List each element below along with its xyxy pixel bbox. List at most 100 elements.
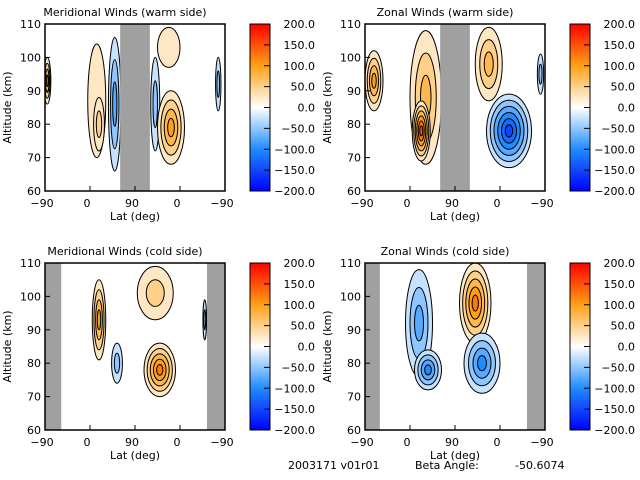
colorbar-tick-label: −50.0 (601, 122, 635, 135)
colorbar-tick-label: 200.0 (284, 257, 316, 270)
y-axis-label: Altitude (km) (321, 310, 334, 382)
chart-title: Zonal Winds (warm side) (377, 6, 514, 19)
y-tick-label: 70 (27, 152, 41, 165)
colorbar-tick-label: 0.0 (298, 102, 316, 115)
x-tick-label: −90 (350, 197, 373, 210)
y-tick-label: 60 (347, 185, 361, 198)
colorbar-tick-label: 50.0 (611, 81, 636, 94)
panel-3: Zonal Winds (cold side) 60 70 80 90 100 110 −90… (321, 245, 635, 462)
x-tick-label: −90 (210, 197, 233, 210)
plot-area (45, 263, 225, 430)
y-tick-label: 70 (347, 152, 361, 165)
y-tick-label: 110 (340, 18, 361, 31)
colorbar-tick-label: 100.0 (604, 299, 636, 312)
panel-0: Meridional Winds (warm side) 60 70 80 90 100 1… (1, 6, 315, 223)
y-tick-label: 60 (27, 424, 41, 437)
colorbar-tick-label: −50.0 (281, 122, 315, 135)
x-axis-label: Lat (deg) (430, 210, 480, 223)
colorbar-tick-label: −100.0 (594, 143, 635, 156)
y-tick-label: 90 (347, 324, 361, 337)
colorbar-tick-label: 50.0 (291, 320, 316, 333)
colorbar-tick-label: 200.0 (604, 18, 636, 31)
contour-level (483, 51, 494, 77)
y-axis-label: Altitude (km) (1, 71, 14, 143)
no-data-band (120, 24, 150, 191)
colorbar-tick-label: 100.0 (604, 60, 636, 73)
x-tick-label: 90 (125, 436, 139, 449)
colorbar-tick-label: −150.0 (274, 403, 315, 416)
contour-level (167, 117, 175, 138)
colorbar-tick-label: −100.0 (274, 143, 315, 156)
panel-2: Meridional Winds (cold side) 60 70 80 90 100 1… (1, 245, 315, 462)
colorbar-tick-label: −50.0 (601, 361, 635, 374)
footer-beta-value: -50.6074 (515, 459, 565, 472)
no-data-band (207, 263, 225, 430)
x-axis-label: Lat (deg) (110, 449, 160, 462)
y-tick-label: 70 (27, 391, 41, 404)
colorbar-tick-label: 200.0 (604, 257, 636, 270)
colorbar-tick-label: 50.0 (611, 320, 636, 333)
contour-level (113, 352, 121, 374)
x-axis-label: Lat (deg) (110, 210, 160, 223)
x-tick-label: −90 (530, 197, 553, 210)
colorbar-tick-label: 0.0 (618, 341, 636, 354)
colorbar-tick-label: −150.0 (594, 403, 635, 416)
x-tick-label: 90 (445, 197, 459, 210)
contour-level (424, 364, 432, 376)
colorbar-tick-label: 100.0 (284, 299, 316, 312)
plot-area (365, 24, 545, 191)
x-tick-label: 0 (84, 436, 91, 449)
contour-level (145, 279, 165, 307)
x-tick-label: 0 (174, 197, 181, 210)
contour-level (414, 304, 424, 342)
contour-level (371, 72, 377, 89)
contour-level (95, 110, 103, 139)
y-tick-label: 100 (340, 290, 361, 303)
colorbar-tick-label: −200.0 (594, 424, 635, 437)
contour-level (471, 294, 479, 312)
colorbar-tick-label: 50.0 (291, 81, 316, 94)
y-tick-label: 80 (27, 118, 41, 131)
colorbar-tick-label: 200.0 (284, 18, 316, 31)
contour-level (157, 26, 181, 68)
x-tick-label: −90 (30, 436, 53, 449)
contour-level (477, 355, 487, 372)
colorbar-tick-label: −200.0 (594, 185, 635, 198)
colorbar-tick-label: 100.0 (284, 60, 316, 73)
colorbar-tick-label: −200.0 (274, 185, 315, 198)
x-tick-label: 90 (125, 197, 139, 210)
no-data-band (45, 263, 62, 430)
colorbar-tick-label: 150.0 (284, 278, 316, 291)
y-tick-label: 70 (347, 391, 361, 404)
y-tick-label: 110 (20, 18, 41, 31)
plot-area (365, 263, 545, 430)
x-tick-label: −90 (350, 436, 373, 449)
contour-level (419, 125, 424, 137)
y-tick-label: 100 (20, 51, 41, 64)
colorbar-tick-label: −100.0 (274, 382, 315, 395)
colorbar-tick-label: 150.0 (284, 39, 316, 52)
y-tick-label: 90 (27, 85, 41, 98)
x-tick-label: −90 (210, 436, 233, 449)
y-tick-label: 90 (27, 324, 41, 337)
x-tick-label: 0 (494, 436, 501, 449)
colorbar-tick-label: −100.0 (594, 382, 635, 395)
contour-level (504, 124, 514, 138)
colorbar-tick-label: 0.0 (298, 341, 316, 354)
colorbar-tick-label: 150.0 (604, 278, 636, 291)
y-axis-label: Altitude (km) (321, 71, 334, 143)
plot-frame (44, 262, 226, 431)
contour-level (156, 364, 164, 376)
y-tick-label: 100 (20, 290, 41, 303)
x-axis-label: Lat (deg) (430, 449, 480, 462)
y-tick-label: 80 (347, 118, 361, 131)
contour-level (203, 309, 207, 331)
contour-level (538, 63, 543, 85)
contour-level (112, 81, 118, 127)
colorbar-tick-label: 0.0 (618, 102, 636, 115)
colorbar-tick-label: −150.0 (274, 164, 315, 177)
x-tick-label: 90 (445, 436, 459, 449)
contour-level (96, 309, 102, 331)
